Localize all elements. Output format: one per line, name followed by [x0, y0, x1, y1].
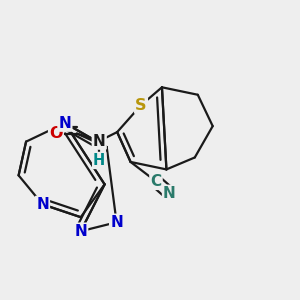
Text: N: N	[163, 186, 176, 201]
Text: H: H	[93, 153, 105, 168]
Text: N: N	[110, 215, 123, 230]
Text: N: N	[36, 197, 49, 212]
Text: O: O	[49, 126, 63, 141]
Text: N: N	[58, 116, 71, 130]
Text: C: C	[150, 174, 161, 189]
Text: N: N	[93, 134, 106, 148]
Text: N: N	[74, 224, 87, 239]
Text: S: S	[135, 98, 147, 113]
